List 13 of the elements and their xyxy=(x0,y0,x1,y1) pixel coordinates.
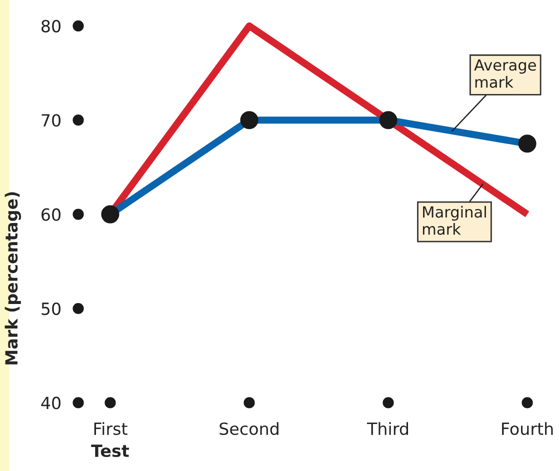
x-tick-label: First xyxy=(94,422,128,436)
x-tick-label: Fourth xyxy=(502,422,553,436)
y-tick-label: 80 xyxy=(42,20,60,32)
y-tick-label: 50 xyxy=(42,302,60,316)
y-tick-label: 60 xyxy=(42,208,60,221)
x-tick-label: Third xyxy=(366,422,408,436)
y-tick-label: 40 xyxy=(41,396,60,410)
text: Average mark xyxy=(474,59,536,88)
x-axis-title: Test xyxy=(91,444,129,458)
x-tick-label: Second xyxy=(220,422,278,436)
y-axis-title: Mark (percentage) xyxy=(4,192,22,364)
y-tick-label: 70 xyxy=(42,114,60,127)
legend-label: Marginal mark xyxy=(422,206,486,235)
